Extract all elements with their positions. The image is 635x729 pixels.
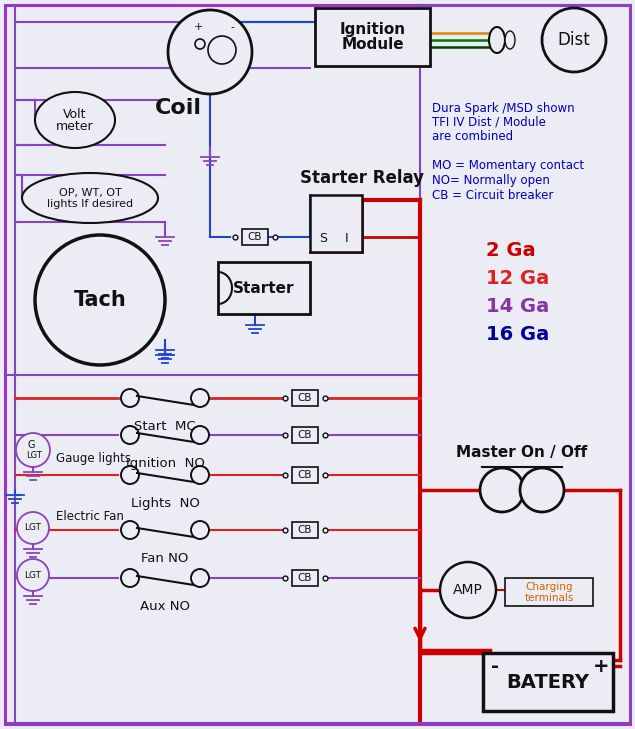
Circle shape [17,559,49,591]
Text: Dist: Dist [558,31,591,49]
Text: G: G [27,440,35,450]
Text: LGT: LGT [25,571,41,580]
Text: CB: CB [248,232,262,242]
Text: +: + [193,22,203,32]
FancyBboxPatch shape [292,427,318,443]
Text: CB: CB [298,470,312,480]
Text: Charging: Charging [525,582,573,592]
Circle shape [121,569,139,587]
Text: LGT: LGT [26,451,42,459]
Text: Lights  NO: Lights NO [131,497,199,510]
Circle shape [121,466,139,484]
Text: Starter Relay: Starter Relay [300,169,424,187]
Circle shape [121,426,139,444]
Ellipse shape [505,31,515,49]
Text: Ignition: Ignition [340,22,406,37]
FancyBboxPatch shape [218,262,310,314]
Circle shape [191,521,209,539]
Text: 16 Ga: 16 Ga [486,324,549,343]
Text: -: - [491,657,499,676]
Circle shape [17,512,49,544]
FancyBboxPatch shape [292,390,318,406]
Text: 14 Ga: 14 Ga [486,297,549,316]
Text: Dura Spark /MSD shown: Dura Spark /MSD shown [432,101,575,114]
Text: Electric Fan: Electric Fan [56,510,124,523]
Text: NO= Normally open: NO= Normally open [432,174,550,187]
Text: OP, WT, OT: OP, WT, OT [58,187,121,198]
Text: 12 Ga: 12 Ga [486,268,549,287]
Text: CB = Circuit breaker: CB = Circuit breaker [432,189,553,201]
FancyBboxPatch shape [483,653,613,711]
Text: Start  MC: Start MC [134,420,196,433]
Text: I: I [345,232,349,244]
Text: meter: meter [56,120,94,133]
Circle shape [121,521,139,539]
Text: terminals: terminals [525,593,573,603]
Text: +: + [592,657,609,676]
Text: 2 Ga: 2 Ga [486,241,536,260]
Text: Ignition  NO: Ignition NO [126,457,204,470]
Ellipse shape [489,27,505,53]
Circle shape [480,468,524,512]
FancyBboxPatch shape [292,570,318,586]
Circle shape [121,389,139,407]
Text: AMP: AMP [453,583,483,597]
Text: -: - [230,22,234,32]
Ellipse shape [22,173,158,223]
Text: BATERY: BATERY [507,672,589,692]
Circle shape [168,10,252,94]
Text: LGT: LGT [25,523,41,532]
Text: S: S [319,232,327,244]
Circle shape [16,433,50,467]
Text: CB: CB [298,430,312,440]
Text: CB: CB [298,525,312,535]
FancyBboxPatch shape [505,578,593,606]
Circle shape [520,468,564,512]
Circle shape [191,426,209,444]
Circle shape [191,466,209,484]
Text: are combined: are combined [432,130,513,142]
FancyBboxPatch shape [292,467,318,483]
Text: CB: CB [298,573,312,583]
Text: MO = Momentary contact: MO = Momentary contact [432,158,584,171]
FancyBboxPatch shape [315,8,430,66]
Text: Coil: Coil [154,98,201,118]
FancyBboxPatch shape [5,5,630,724]
Text: lights If desired: lights If desired [47,198,133,208]
Text: Starter: Starter [233,281,295,295]
Text: Volt: Volt [64,107,87,120]
Text: Fan NO: Fan NO [142,552,189,565]
FancyBboxPatch shape [242,229,268,245]
Circle shape [35,235,165,365]
Circle shape [542,8,606,72]
Text: Aux NO: Aux NO [140,600,190,613]
Circle shape [195,39,205,49]
FancyBboxPatch shape [310,195,362,252]
Ellipse shape [35,92,115,148]
Text: Master On / Off: Master On / Off [457,445,587,459]
Text: TFI IV Dist / Module: TFI IV Dist / Module [432,115,546,128]
Circle shape [440,562,496,618]
Text: Module: Module [341,37,404,52]
Text: Gauge lights: Gauge lights [56,451,131,464]
FancyBboxPatch shape [292,522,318,538]
Circle shape [191,569,209,587]
Text: CB: CB [298,393,312,403]
Circle shape [191,389,209,407]
Circle shape [208,36,236,64]
Text: Tach: Tach [74,290,126,310]
